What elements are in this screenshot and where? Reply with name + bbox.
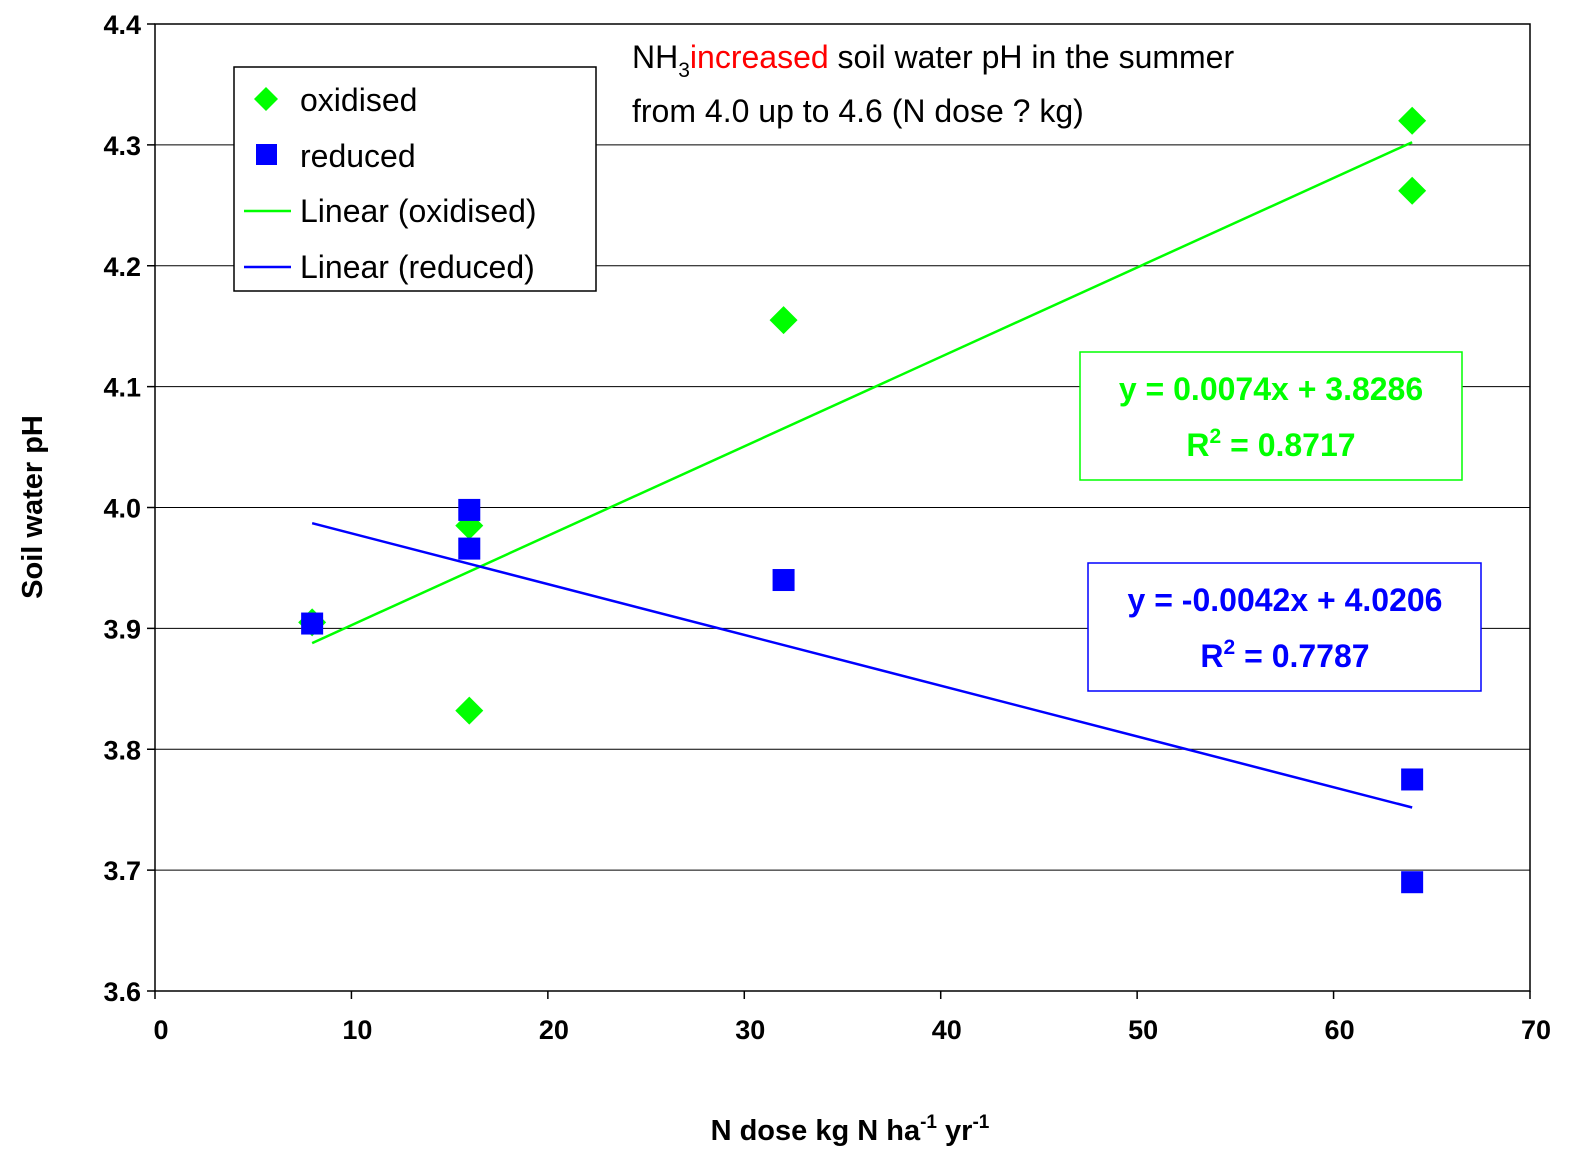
legend-marker-reduced — [256, 144, 277, 165]
x-axis-title-sup1: -1 — [920, 1112, 937, 1133]
y-tick-label: 3.9 — [103, 614, 141, 644]
r2-reduced-value: = 0.7787 — [1235, 638, 1369, 674]
r2-oxidised-label: R — [1186, 427, 1209, 463]
legend-label-reduced: reduced — [300, 138, 416, 174]
y-tick-label: 4.2 — [103, 252, 141, 282]
y-tick-label: 4.1 — [103, 373, 141, 403]
trendline-linear-oxidised — [311, 141, 1413, 645]
r2-oxidised: R2 = 0.8717 — [1186, 425, 1355, 463]
annotation-line-2: from 4.0 up to 4.6 (N dose ? kg) — [632, 93, 1084, 129]
data-point-oxidised — [769, 306, 798, 335]
legend-marker-oxidised — [254, 87, 278, 111]
legend-label-linear-oxidised: Linear (oxidised) — [300, 193, 537, 229]
data-point-reduced — [458, 498, 481, 521]
data-point-reduced — [301, 612, 324, 635]
x-tick-label: 70 — [1521, 1015, 1551, 1045]
legend-label-linear-reduced: Linear (reduced) — [300, 249, 535, 285]
annotation-rest: soil water pH in the summer — [829, 39, 1235, 75]
data-point-oxidised — [455, 511, 484, 540]
y-tick-label: 3.8 — [103, 735, 141, 765]
data-points — [298, 106, 1427, 894]
equation-box-reduced — [1087, 562, 1482, 692]
x-tick-label: 40 — [932, 1015, 962, 1045]
trendline-equation-reduced: y = -0.0042x + 4.0206 R2 = 0.7787 — [1087, 562, 1482, 692]
trendlines — [311, 141, 1413, 809]
annotation-prefix: NH — [632, 39, 678, 75]
equation-oxidised: y = 0.0074x + 3.8286 — [1119, 371, 1423, 407]
annotation-subscript: 3 — [678, 59, 690, 82]
x-tick-label: 60 — [1325, 1015, 1355, 1045]
x-axis-title-mid: yr — [937, 1115, 972, 1147]
r2-oxidised-sup: 2 — [1210, 425, 1222, 448]
r2-reduced-sup: 2 — [1224, 636, 1236, 659]
data-point-reduced — [1401, 768, 1424, 791]
x-tick-label: 50 — [1128, 1015, 1158, 1045]
r2-reduced: R2 = 0.7787 — [1200, 636, 1369, 674]
y-tick-label: 3.6 — [103, 977, 141, 1007]
data-point-reduced — [1401, 871, 1424, 894]
y-tick-label: 4.3 — [103, 131, 141, 161]
data-point-oxidised — [1398, 106, 1427, 135]
r2-oxidised-value: = 0.8717 — [1221, 427, 1355, 463]
x-axis-title: N dose kg N ha-1 yr-1 — [711, 1112, 990, 1147]
data-point-oxidised — [455, 696, 484, 725]
x-tick-label: 20 — [539, 1015, 569, 1045]
axes: 3.6 3.7 3.8 3.9 4.0 4.1 4.2 4.3 4.4 0 10 20 30 40 50 60… — [103, 10, 1551, 1045]
chart-annotation: NH3increased soil water pH in the summer… — [632, 39, 1234, 129]
data-point-oxidised — [1398, 176, 1427, 205]
x-tick-label: 0 — [153, 1015, 168, 1045]
annotation-line-1: NH3increased soil water pH in the summer — [632, 39, 1234, 82]
r2-reduced-label: R — [1200, 638, 1223, 674]
trendline-linear-reduced — [311, 522, 1413, 809]
legend-label-oxidised: oxidised — [300, 82, 417, 118]
legend-box — [233, 66, 597, 292]
x-axis-title-main: N dose kg N ha — [711, 1115, 921, 1147]
y-tick-label: 4.4 — [103, 10, 141, 40]
equation-reduced: y = -0.0042x + 4.0206 — [1128, 582, 1443, 618]
y-tick-label: 3.7 — [103, 856, 141, 886]
legend: oxidised reduced Linear (oxidised) Linea… — [233, 66, 597, 292]
x-tick-label: 30 — [735, 1015, 765, 1045]
y-axis-title: Soil water pH — [17, 415, 49, 599]
equation-box-oxidised — [1079, 351, 1463, 481]
y-tick-label: 4.0 — [103, 494, 141, 524]
data-point-reduced — [772, 569, 795, 592]
trendline-equation-oxidised: y = 0.0074x + 3.8286 R2 = 0.8717 — [1079, 351, 1463, 481]
x-tick-label: 10 — [342, 1015, 372, 1045]
data-point-reduced — [458, 537, 481, 560]
x-axis-title-sup2: -1 — [972, 1112, 989, 1133]
annotation-highlight: increased — [690, 39, 829, 75]
